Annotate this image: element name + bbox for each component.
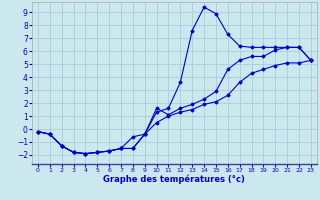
X-axis label: Graphe des températures (°c): Graphe des températures (°c) [103,175,245,184]
